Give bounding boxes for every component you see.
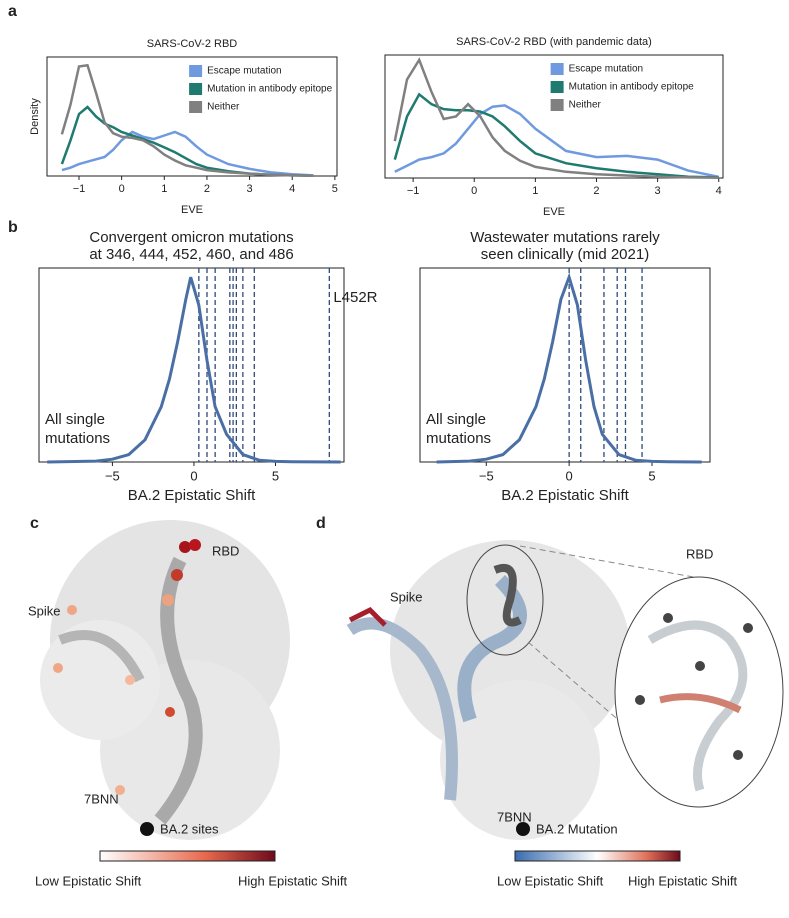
plot-frame — [419, 267, 711, 463]
density-line — [61, 130, 314, 177]
legend-swatch — [550, 63, 564, 75]
colorbar — [514, 850, 681, 862]
panel-label: d — [316, 515, 326, 532]
colorbar — [99, 850, 276, 862]
structure-label: Spike — [390, 589, 423, 604]
colorbar-label: Low Epistatic Shift — [35, 873, 142, 888]
plot-frame — [38, 267, 345, 463]
chart-title: SARS-CoV-2 RBD — [147, 38, 238, 50]
legend-dot — [140, 822, 154, 836]
x-axis-label: EVE — [543, 206, 565, 218]
density-line — [393, 57, 719, 180]
x-axis-label: BA.2 Epistatic Shift — [128, 487, 256, 504]
legend-swatch — [550, 99, 564, 111]
chart-title: Convergent omicron mutations — [89, 229, 293, 246]
legend-swatch — [189, 83, 203, 95]
plot-frame — [46, 56, 338, 177]
panel-label: b — [8, 219, 18, 236]
chart-title: SARS-CoV-2 RBD (with pandemic data) — [456, 36, 652, 48]
chart-title: seen clinically (mid 2021) — [481, 246, 649, 263]
legend-label: BA.2 sites — [160, 821, 219, 836]
legend-label: Escape mutation — [207, 66, 282, 77]
legend-label: Mutation in antibody epitope — [569, 82, 695, 93]
x-tick-label: 5 — [648, 468, 655, 483]
x-tick-label: 5 — [332, 183, 338, 195]
legend-label: BA.2 Mutation — [536, 821, 618, 836]
legend-dot — [516, 822, 530, 836]
legend-label: Neither — [569, 100, 602, 111]
x-axis-label: EVE — [181, 204, 203, 216]
x-tick-label: −5 — [105, 468, 120, 483]
legend-swatch — [189, 65, 203, 77]
x-tick-label: 0 — [190, 468, 197, 483]
legend-swatch — [189, 101, 203, 113]
structure-label: Spike — [28, 603, 61, 618]
chart-title: at 346, 444, 452, 460, and 486 — [89, 246, 293, 263]
density-line — [393, 92, 719, 179]
plot-frame — [384, 54, 724, 179]
density-line — [47, 276, 341, 464]
x-tick-label: 0 — [119, 183, 125, 195]
x-tick-label: 0 — [566, 468, 573, 483]
annotation: All single — [426, 411, 486, 428]
panel-label: c — [30, 515, 39, 532]
density-line — [436, 272, 702, 464]
legend-swatch — [550, 81, 564, 93]
x-tick-label: −1 — [407, 185, 420, 197]
structure-d — [346, 540, 784, 840]
annotation: mutations — [426, 430, 491, 447]
x-tick-label: 1 — [161, 183, 167, 195]
structure-label: 7BNN — [84, 791, 119, 806]
annotation: mutations — [45, 430, 110, 447]
colorbar-label: High Epistatic Shift — [238, 873, 347, 888]
x-tick-label: 5 — [272, 468, 279, 483]
density-line — [60, 63, 314, 178]
x-tick-label: 2 — [593, 185, 599, 197]
vline-label: L452R — [333, 289, 377, 306]
annotation: All single — [45, 411, 105, 428]
density-line — [394, 104, 719, 179]
x-axis-label: BA.2 Epistatic Shift — [501, 487, 629, 504]
x-tick-label: 4 — [716, 185, 722, 197]
structure-label: RBD — [686, 546, 713, 561]
colorbar-label: Low Epistatic Shift — [497, 873, 604, 888]
x-tick-label: 3 — [655, 185, 661, 197]
chart-title: Wastewater mutations rarely — [470, 229, 660, 246]
x-tick-label: 2 — [204, 183, 210, 195]
y-axis-label: Density — [29, 98, 41, 135]
structure-label: 7BNN — [497, 809, 532, 824]
legend-label: Mutation in antibody epitope — [207, 84, 333, 95]
structure-c — [40, 520, 290, 840]
structure-label: RBD — [212, 543, 239, 558]
x-tick-label: 1 — [532, 185, 538, 197]
x-tick-label: 4 — [289, 183, 295, 195]
panel-label: a — [8, 3, 17, 20]
x-tick-label: 0 — [471, 185, 477, 197]
colorbar-label: High Epistatic Shift — [628, 873, 737, 888]
x-tick-label: −5 — [479, 468, 494, 483]
legend-label: Neither — [207, 102, 240, 113]
x-tick-label: 3 — [247, 183, 253, 195]
legend-label: Escape mutation — [569, 64, 644, 75]
x-tick-label: −1 — [73, 183, 86, 195]
